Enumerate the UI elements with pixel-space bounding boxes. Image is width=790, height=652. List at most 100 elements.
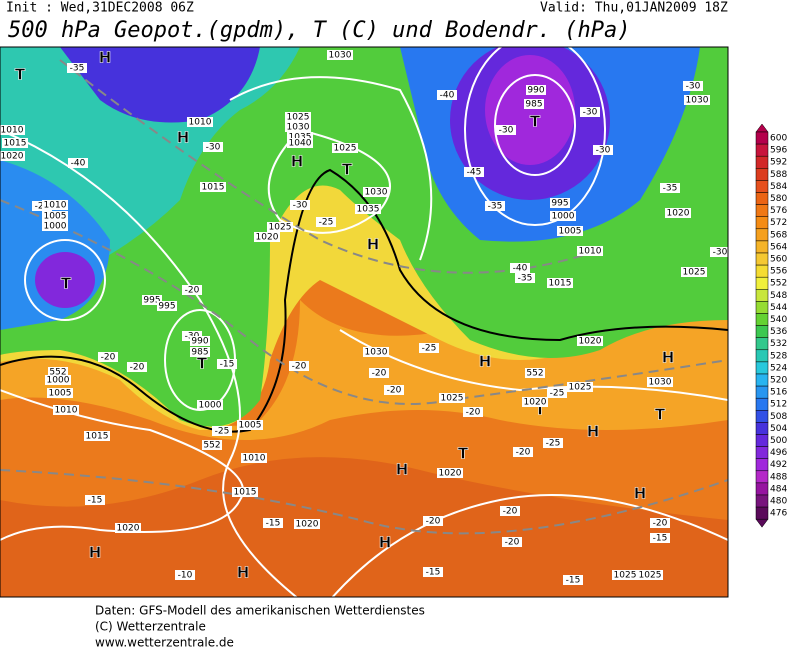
contour-label: 1000 xyxy=(44,222,67,232)
contour-label: 1005 xyxy=(49,389,72,399)
colorbar-swatch xyxy=(755,373,769,387)
label-box xyxy=(263,518,283,528)
label-box xyxy=(612,570,638,580)
label-box xyxy=(200,182,226,192)
contour-label: 1010 xyxy=(243,454,266,464)
label-box xyxy=(543,438,563,448)
contour-label: -30 xyxy=(686,82,701,92)
label-box xyxy=(287,138,313,148)
contour-label: 552 xyxy=(203,441,220,451)
label-box xyxy=(439,393,465,403)
label-box xyxy=(142,295,162,305)
colorbar-swatch xyxy=(755,264,769,278)
contour-label: -30 xyxy=(596,146,611,156)
contour-label: -35 xyxy=(70,64,85,74)
pressure-center: H xyxy=(479,353,492,371)
pressure-center: T xyxy=(15,66,26,84)
label-box xyxy=(42,200,68,210)
label-box xyxy=(0,151,25,161)
colorbar: 600 596 592 588 584 580 576 572 568 564 560 556 552 5… xyxy=(755,123,787,528)
contour-label: 1030 xyxy=(686,96,709,106)
colorbar-label: 560 xyxy=(770,255,787,265)
label-box xyxy=(363,347,389,357)
label-box xyxy=(127,362,147,372)
colorbar-swatch xyxy=(755,494,769,508)
label-box xyxy=(524,99,544,109)
label-box xyxy=(68,158,88,168)
contour-label: 1020 xyxy=(117,524,140,534)
label-box xyxy=(557,226,583,236)
colorbar-label: 476 xyxy=(770,509,787,519)
label-box xyxy=(42,221,68,231)
label-box xyxy=(567,382,593,392)
contour-label: 990 xyxy=(191,337,208,347)
colorbar-swatch xyxy=(755,337,769,351)
map-title: 500 hPa Geopot.(gpdm), T (C) und Bodendr… xyxy=(8,18,631,43)
footer-line: www.wetterzentrale.de xyxy=(95,636,234,649)
label-box xyxy=(577,336,603,346)
contour-label: 1010 xyxy=(579,247,602,257)
label-box xyxy=(369,368,389,378)
label-box xyxy=(157,301,177,311)
label-box xyxy=(437,468,463,478)
colorbar-label: 576 xyxy=(770,206,787,216)
colorbar-label: 524 xyxy=(770,363,787,373)
label-box xyxy=(550,211,576,221)
label-box xyxy=(650,533,670,543)
label-box xyxy=(232,487,258,497)
label-box xyxy=(285,112,311,122)
colorbar-swatch xyxy=(755,325,769,338)
contour-label: -15 xyxy=(220,360,235,370)
contour-label: 1010 xyxy=(1,126,24,136)
contour-label: -20 xyxy=(426,517,441,527)
contour-label: -40 xyxy=(513,264,528,274)
label-box xyxy=(2,138,28,148)
colorbar-swatch xyxy=(755,168,769,181)
label-box xyxy=(175,570,195,580)
colorbar-swatch xyxy=(755,155,769,169)
pressure-center: H xyxy=(587,423,600,441)
label-box xyxy=(363,187,389,197)
label-box xyxy=(485,201,505,211)
label-box xyxy=(290,200,310,210)
footer-line: (C) Wetterzentrale xyxy=(95,620,206,634)
label-box xyxy=(182,285,202,295)
colorbar-swatch xyxy=(755,446,769,459)
contour-label: 1020 xyxy=(524,398,547,408)
label-box xyxy=(254,232,280,242)
contour-label: 1005 xyxy=(559,227,582,237)
contour-label: 1025 xyxy=(334,144,357,154)
colorbar-label: 600 xyxy=(770,134,787,144)
label-box xyxy=(285,122,311,132)
label-box xyxy=(0,125,25,135)
colorbar-swatch xyxy=(755,482,769,496)
contour-label: 1005 xyxy=(239,421,262,431)
colorbar-label: 548 xyxy=(770,291,787,301)
label-box xyxy=(115,523,141,533)
contour-label: 1030 xyxy=(329,51,352,61)
contour-label: -30 xyxy=(499,126,514,136)
colorbar-label: 564 xyxy=(770,242,787,252)
label-box xyxy=(48,367,68,377)
label-box xyxy=(502,537,522,547)
label-box xyxy=(419,343,439,353)
colorbar-swatch xyxy=(755,385,769,399)
contour-label: 1015 xyxy=(86,432,109,442)
colorbar-swatch xyxy=(755,289,769,302)
colorbar-swatch xyxy=(755,204,769,217)
label-box xyxy=(84,431,110,441)
contour-label: -10 xyxy=(178,571,193,581)
label-box xyxy=(547,278,573,288)
label-box xyxy=(496,125,516,135)
colorbar-swatch xyxy=(755,506,769,520)
colorbar-label: 568 xyxy=(770,230,787,240)
contour-label: 1020 xyxy=(667,209,690,219)
contour-label: 1035 xyxy=(289,133,312,143)
purple-north xyxy=(60,47,260,123)
contour-label: -35 xyxy=(488,202,503,212)
label-box xyxy=(327,50,353,60)
contour-label: 1020 xyxy=(439,469,462,479)
pressure-center: H xyxy=(379,534,392,552)
contour-label: -15 xyxy=(266,519,281,529)
